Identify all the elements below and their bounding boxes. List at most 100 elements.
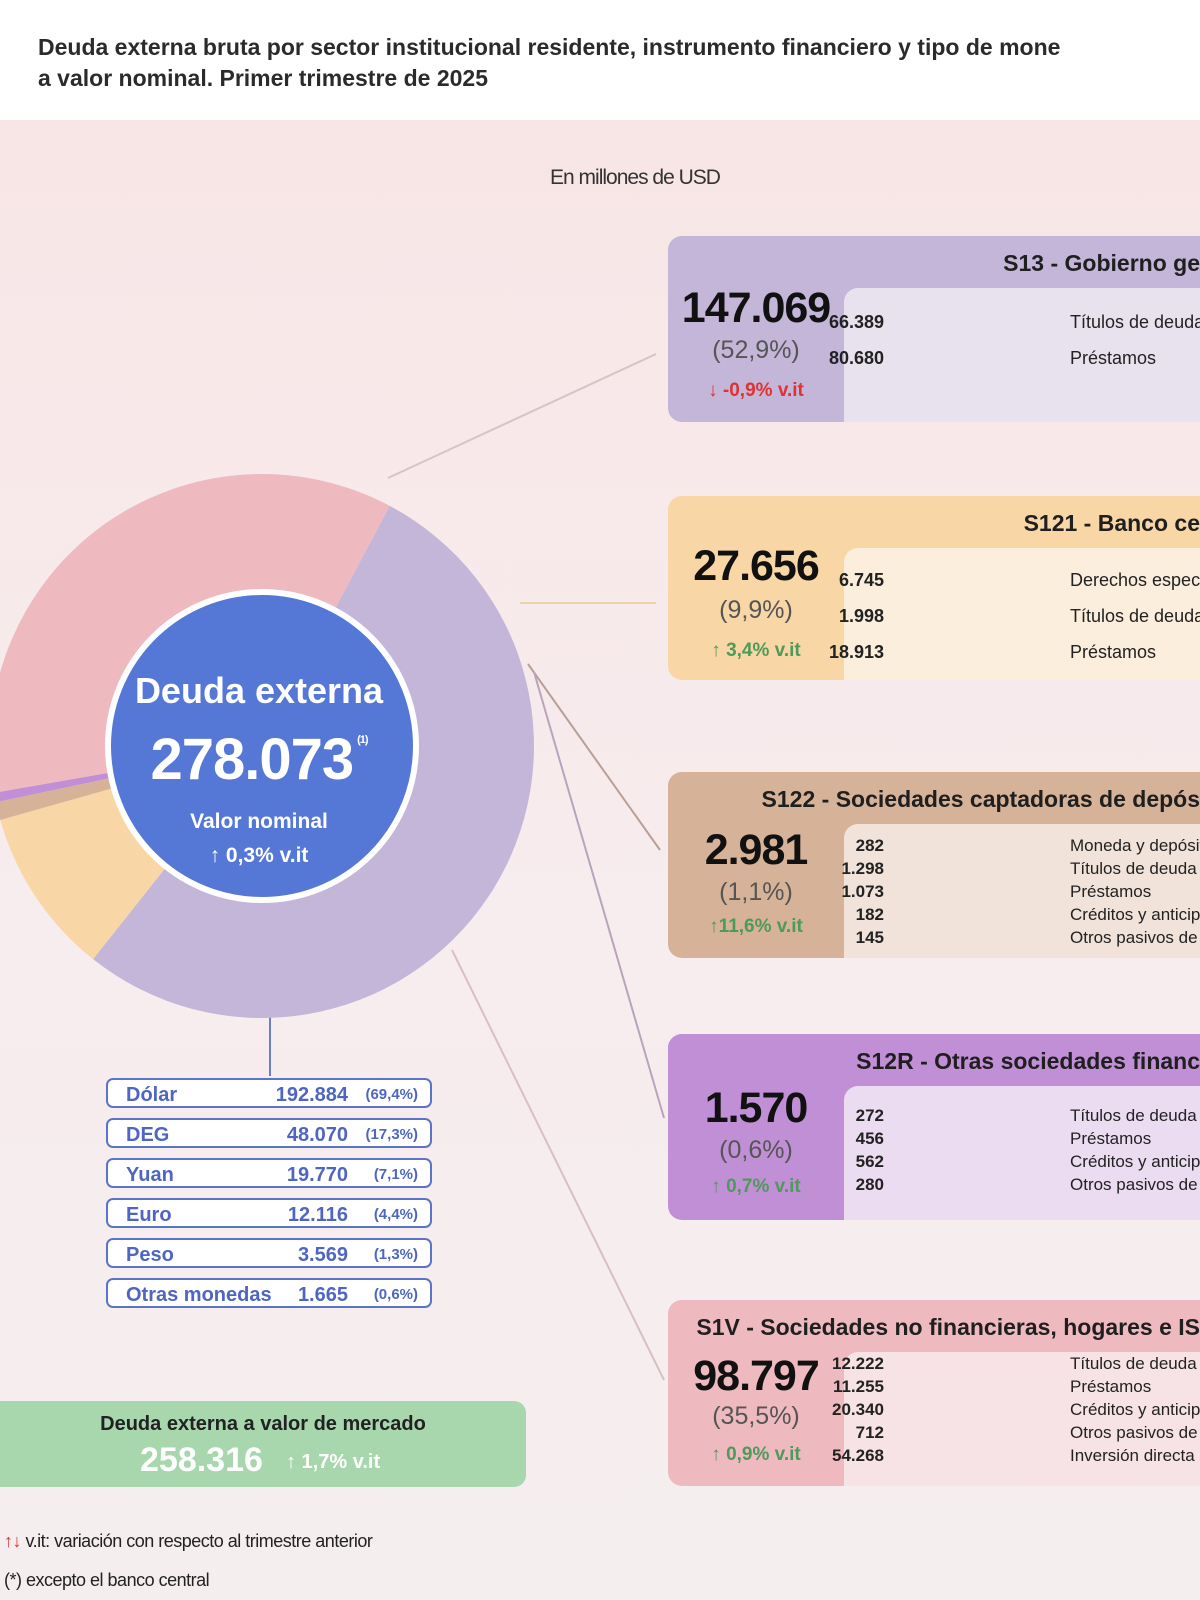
currency-value: 19.770 — [286, 1164, 348, 1186]
currency-name: Otras monedas — [126, 1284, 272, 1306]
instrument-row: 20.340 Créditos y anticipos comercial — [832, 1400, 1200, 1423]
instrument-row: 66.389 Títulos de deuda — [829, 312, 1200, 348]
instrument-row: 280 Otros pasivos de deuda — [844, 1175, 1200, 1198]
page-title: Deuda externa bruta por sector instituci… — [38, 32, 1200, 94]
sector-card-header: S13 - Gobierno ge — [668, 236, 1200, 288]
instrument-value: 6.745 — [838, 570, 884, 590]
instrument-value: 1.073 — [841, 882, 884, 901]
sector-title: S12R - Otras sociedades financ — [856, 1048, 1200, 1074]
instrument-label: Títulos de deuda — [1070, 1106, 1197, 1125]
instrument-label: Moneda y depósitos — [1070, 836, 1200, 855]
instrument-row: 272 Títulos de deuda — [844, 1106, 1200, 1129]
instrument-row: 282 Moneda y depósitos — [844, 836, 1200, 859]
currency-share: (69,4%) — [365, 1086, 418, 1103]
center-circle — [105, 589, 419, 903]
instrument-value: 20.340 — [832, 1400, 884, 1419]
instrument-label: Títulos de deuda — [1070, 1354, 1197, 1373]
market-label: Deuda externa a valor de mercado — [100, 1413, 426, 1435]
sector-card-header: S122 - Sociedades captadoras de depós — [668, 772, 1200, 824]
sector-value: 27.656 — [693, 542, 820, 590]
instrument-row: 1.298 Títulos de deuda — [841, 859, 1200, 882]
instrument-value: 272 — [855, 1106, 884, 1125]
center-value: 278.073 (1) — [104, 726, 414, 793]
currency-value: 1.665 — [297, 1284, 348, 1306]
sector-share: (0,6%) — [719, 1136, 793, 1164]
instrument-row: 12.222 Títulos de deuda — [832, 1354, 1200, 1377]
sector-title: S122 - Sociedades captadoras de depós — [761, 786, 1200, 812]
center-label: Deuda externa — [134, 670, 384, 711]
sector-share: (1,1%) — [719, 878, 793, 906]
instrument-label: Inversión directa — [1070, 1446, 1195, 1465]
currency-share: (4,4%) — [373, 1206, 418, 1223]
center-note-mark: (1) — [357, 734, 368, 746]
instrument-label: Préstamos — [1070, 882, 1152, 901]
sector-card-s121: S121 - Banco ce 6.745 Derechos especiales … — [668, 496, 1200, 680]
sector-change: ↑ 0,7% v.it — [711, 1176, 801, 1197]
sector-change: ↑11,6% v.it — [709, 916, 803, 937]
sector-breakdown: 12.222 Títulos de deuda 11.255 Préstamos 20.… — [832, 1352, 1200, 1486]
instrument-value: 145 — [855, 928, 884, 947]
currency-row: Peso 3.569 (1,3%) — [106, 1238, 432, 1268]
sector-value: 2.981 — [704, 826, 809, 874]
instrument-value: 54.268 — [832, 1446, 884, 1465]
instrument-row: 562 Créditos y anticipos comerciale — [844, 1152, 1200, 1175]
instrument-row: 456 Préstamos — [844, 1129, 1200, 1152]
instrument-row: 182 Créditos y anticipos comerciales — [844, 905, 1200, 928]
center-value-number: 278.073 — [150, 727, 354, 792]
title-line-2: a valor nominal. Primer trimestre de 202… — [38, 65, 488, 91]
up-down-arrow-icon: ↑↓ — [4, 1531, 22, 1551]
currency-name: Yuan — [126, 1164, 174, 1186]
market-value-box: Deuda externa a valor de mercado 258.316… — [0, 1401, 526, 1487]
sector-change: ↑ 3,4% v.it — [711, 640, 801, 661]
sector-items: 282 Moneda y depósitos 1.298 Títulos de deu… — [841, 836, 1200, 951]
currency-row: Yuan 19.770 (7,1%) — [106, 1158, 432, 1188]
sector-items: 12.222 Títulos de deuda 11.255 Préstamos 20.… — [832, 1354, 1200, 1469]
instrument-row: 11.255 Préstamos — [833, 1377, 1200, 1400]
sector-change: ↓ -0,9% v.it — [708, 380, 804, 401]
note-footnote: (*) excepto el banco central — [4, 1570, 210, 1590]
currency-value: 12.116 — [287, 1204, 348, 1226]
sector-card-s122: S122 - Sociedades captadoras de depós 282… — [668, 772, 1200, 958]
sector-change: ↑ 0,9% v.it — [711, 1444, 801, 1465]
sector-title: S13 - Gobierno ge — [1003, 250, 1200, 276]
sector-share: (52,9%) — [712, 336, 800, 364]
title-line-1: Deuda externa bruta por sector instituci… — [38, 34, 1061, 60]
instrument-value: 280 — [855, 1175, 884, 1194]
instrument-value: 66.389 — [828, 312, 884, 332]
currency-name: Peso — [126, 1244, 174, 1266]
instrument-value: 1.998 — [838, 606, 884, 626]
sector-card-header: S1V - Sociedades no financieras, hogares… — [668, 1300, 1200, 1352]
instrument-label: Títulos de deuda — [1070, 312, 1200, 332]
sector-breakdown: 272 Títulos de deuda 456 Préstamos 562 Crédit… — [844, 1086, 1200, 1220]
instrument-label: Préstamos — [1070, 1377, 1152, 1396]
currency-row: Otras monedas 1.665 (0,6%) — [106, 1278, 432, 1308]
sector-card-s12r: S12R - Otras sociedades financ 272 Títulos… — [668, 1034, 1200, 1220]
instrument-value: 11.255 — [832, 1377, 884, 1396]
sector-items: 6.745 Derechos especiales de giro (asign 1… — [829, 570, 1200, 678]
instrument-label: Títulos de deuda — [1070, 859, 1197, 878]
instrument-label: Préstamos — [1070, 1129, 1152, 1148]
instrument-label: Títulos de deuda — [1070, 606, 1200, 626]
currency-row: DEG 48.070 (17,3%) — [106, 1118, 432, 1148]
market-change: ↑ 1,7% v.it — [286, 1451, 381, 1473]
instrument-row: 80.680 Préstamos — [829, 348, 1200, 384]
instrument-row: 54.268 Inversión directa — [832, 1446, 1200, 1469]
sector-items: 66.389 Títulos de deuda 80.680 Préstamos — [829, 312, 1200, 384]
center-change: ↑ 0,3% v.it — [209, 844, 309, 867]
sector-title: S1V - Sociedades no financieras, hogares… — [696, 1314, 1200, 1340]
currency-share: (0,6%) — [373, 1286, 418, 1303]
sector-card-s13: S13 - Gobierno ge 66.389 Títulos de deuda 8… — [668, 236, 1200, 422]
currency-value: 48.070 — [286, 1124, 348, 1146]
sector-items: 272 Títulos de deuda 456 Préstamos 562 Crédit… — [844, 1106, 1200, 1198]
instrument-value: 12.222 — [832, 1354, 884, 1373]
instrument-row: 145 Otros pasivos de deuda — [844, 928, 1200, 951]
sector-share: (9,9%) — [719, 596, 793, 624]
instrument-label: Préstamos — [1070, 642, 1157, 662]
currency-name: Dólar — [126, 1084, 178, 1106]
instrument-label: Otros pasivos de deuda — [1070, 1423, 1200, 1442]
center-sub: Valor nominal — [190, 810, 328, 833]
sector-breakdown: 6.745 Derechos especiales de giro (asign 1… — [829, 548, 1200, 680]
sector-share: (35,5%) — [712, 1402, 800, 1430]
sector-card-header: S121 - Banco ce — [668, 496, 1200, 548]
sector-breakdown: 66.389 Títulos de deuda 80.680 Préstamos — [829, 288, 1200, 422]
